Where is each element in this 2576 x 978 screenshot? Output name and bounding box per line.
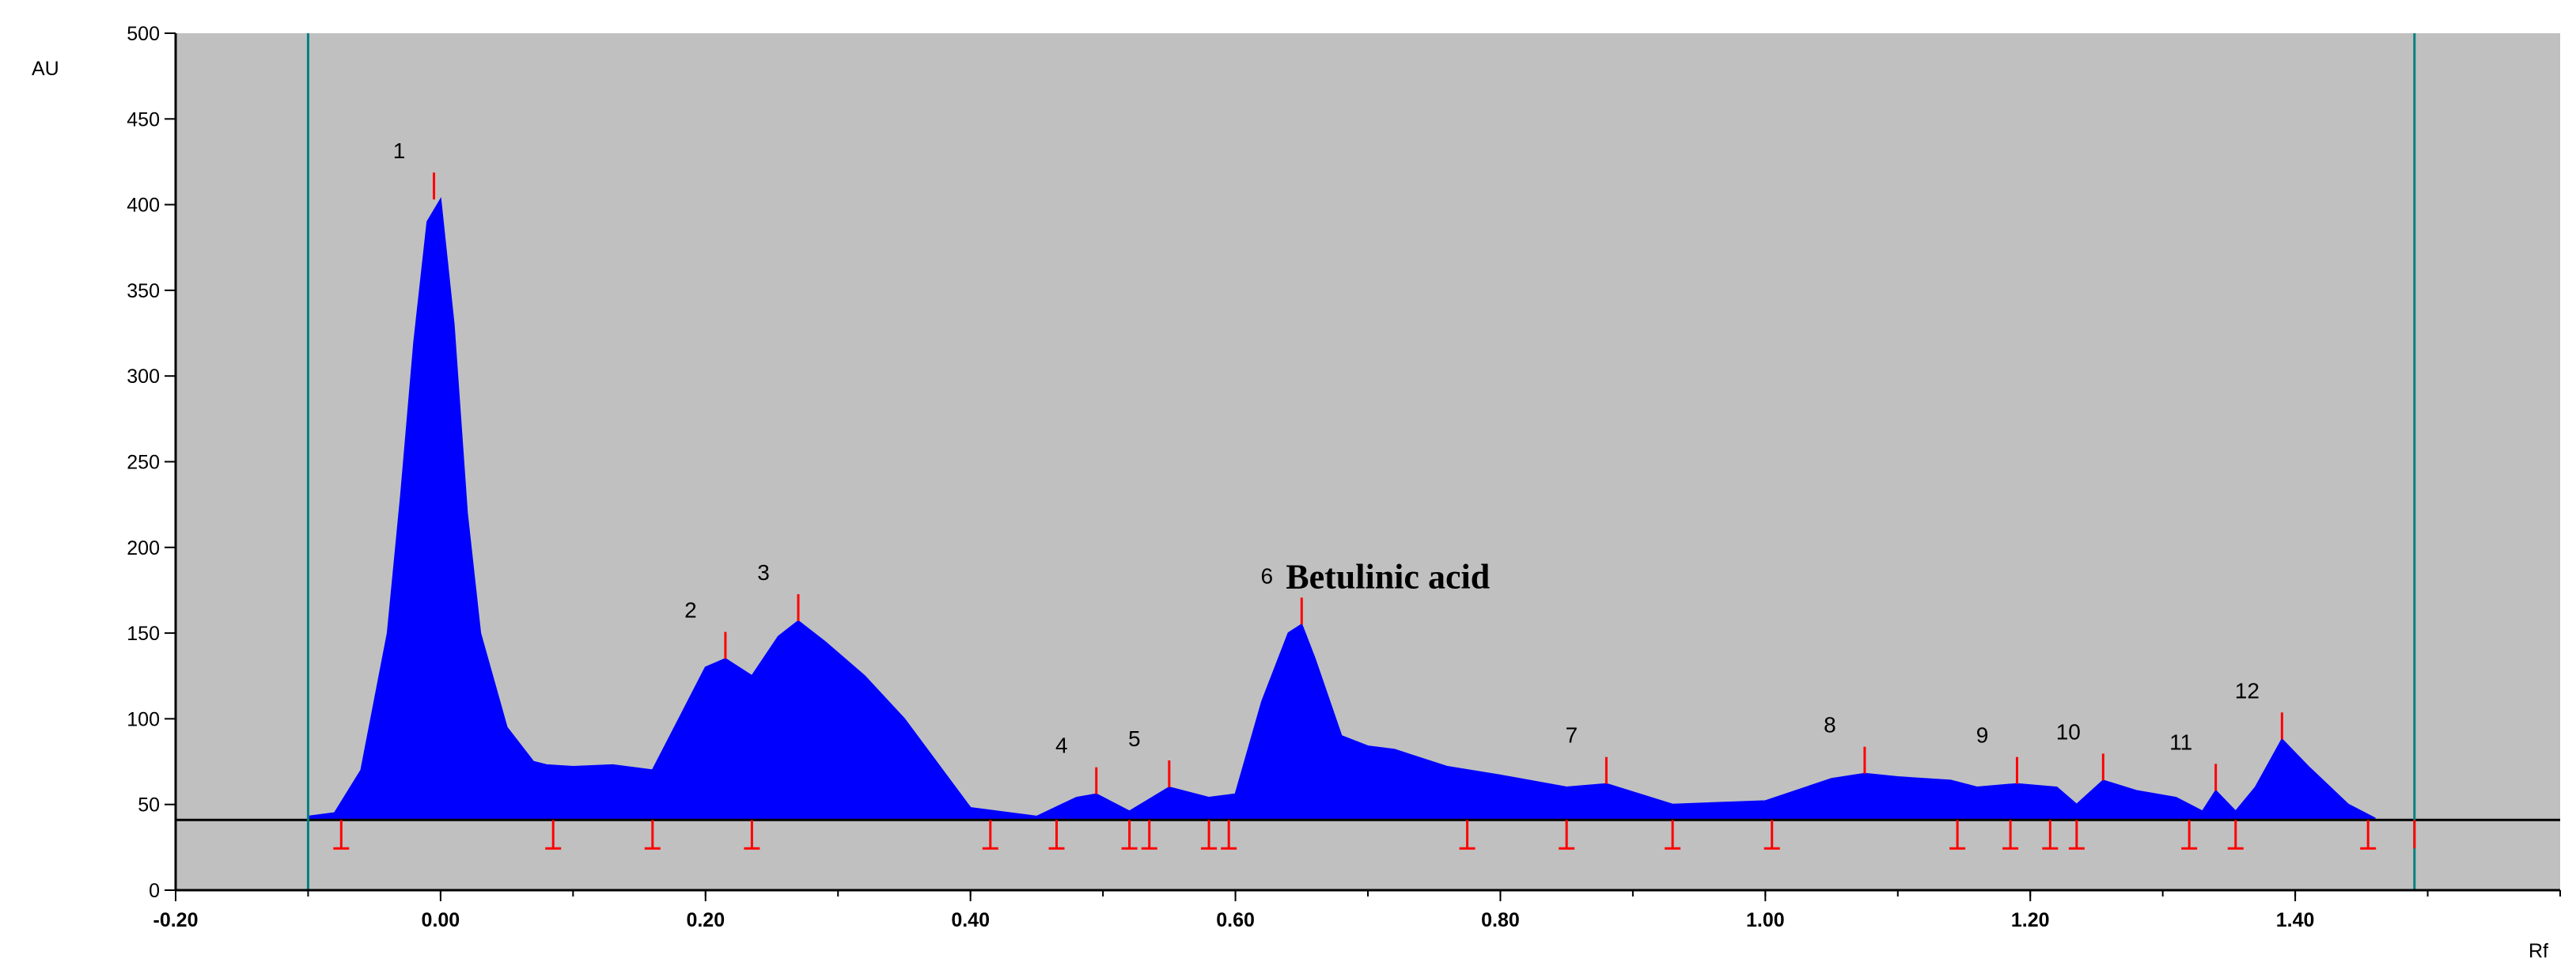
peak-bound-marker (1559, 820, 1575, 850)
y-tick-label: 100 (127, 708, 160, 730)
y-axis-label: AU (32, 58, 59, 80)
x-tick-label: 0.60 (1216, 909, 1255, 931)
x-tick-label: 0.20 (686, 909, 725, 931)
y-tick-label: 350 (127, 280, 160, 302)
peak-label: 2 (684, 598, 697, 623)
y-tick-label: 300 (127, 366, 160, 388)
peak-bound-marker (545, 820, 562, 850)
peak-bound-marker (1048, 820, 1065, 850)
peak-label: 6 (1260, 563, 1273, 588)
peak-bound-marker (982, 820, 998, 850)
peak-bound-marker (1459, 820, 1476, 850)
peak-label: 9 (1976, 723, 1989, 748)
peak-bound-marker (2360, 820, 2377, 850)
peak-bound-marker (333, 820, 350, 850)
x-tick-label: 0.40 (951, 909, 990, 931)
peak-label: 3 (757, 560, 770, 585)
peak-label: 4 (1055, 734, 1068, 758)
peak-bound-marker (2227, 820, 2244, 850)
y-tick-label: 150 (127, 623, 160, 645)
y-tick-label: 450 (127, 108, 160, 131)
peak-bound-marker (1121, 820, 1138, 850)
x-tick-label: 1.20 (2011, 909, 2050, 931)
peak-bound-marker (744, 820, 760, 850)
peak-bound-marker (1665, 820, 1681, 850)
peak-label: 11 (2169, 730, 2192, 754)
y-tick-label: 500 (127, 23, 160, 45)
peak-bound-marker (2002, 820, 2019, 850)
peak-label: 1 (393, 138, 406, 163)
y-tick-label: 0 (149, 880, 160, 902)
y-tick-label: 250 (127, 452, 160, 474)
y-tick-label: 50 (138, 794, 160, 817)
y-tick-label: 400 (127, 195, 160, 217)
x-tick-label: 1.40 (2276, 909, 2315, 931)
peak-bound-marker (644, 820, 661, 850)
peak-bound-marker (1141, 820, 1157, 850)
x-tick-label: 0.80 (1481, 909, 1520, 931)
peak-label: 5 (1128, 726, 1141, 751)
peak-label: 12 (2235, 678, 2260, 703)
x-tick-label: -0.20 (153, 909, 199, 931)
peak-label: 8 (1824, 713, 1836, 737)
peak-bound-marker (2042, 820, 2059, 850)
signal-area (307, 197, 2376, 821)
peak-bound-marker (1201, 820, 1218, 850)
peak-bound-marker (1763, 820, 1780, 850)
peak-label: 10 (2056, 719, 2081, 744)
peak-bound-marker (2068, 820, 2085, 850)
y-tick-label: 200 (127, 537, 160, 559)
peak-bound-marker (1221, 820, 1237, 850)
peak-label: 7 (1566, 723, 1578, 748)
x-tick-label: 1.00 (1746, 909, 1785, 931)
annotation-betulinic-acid: Betulinic acid (1286, 557, 1490, 596)
peak-bound-marker (1949, 820, 1966, 850)
x-axis-label: Rf (2529, 940, 2548, 962)
peak-bound-marker (2181, 820, 2198, 850)
x-tick-label: 0.00 (422, 909, 460, 931)
